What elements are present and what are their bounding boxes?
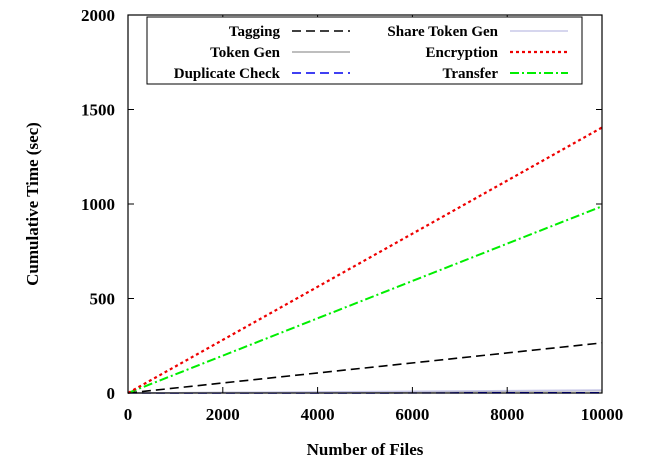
- x-axis-label: Number of Files: [307, 440, 424, 459]
- y-tick-label: 1500: [81, 101, 115, 120]
- legend-label-share-token-gen: Share Token Gen: [387, 24, 498, 40]
- y-tick-label: 500: [90, 290, 116, 309]
- x-tick-label: 2000: [206, 405, 240, 424]
- legend-label-duplicate-check: Duplicate Check: [174, 66, 281, 82]
- y-tick-label: 1000: [81, 195, 115, 214]
- x-tick-label: 10000: [581, 405, 624, 424]
- x-tick-label: 8000: [490, 405, 524, 424]
- series-lines: [127, 126, 603, 394]
- y-axis-label: Cumulative Time (sec): [23, 122, 42, 286]
- y-tick-label: 0: [107, 384, 116, 403]
- legend-box: [146, 16, 583, 85]
- legend-label-encryption: Encryption: [425, 45, 498, 61]
- x-tick-label: 6000: [395, 405, 429, 424]
- series-line-encryption: [127, 126, 603, 394]
- legend-label-token-gen: Token Gen: [210, 45, 281, 61]
- series-line-tagging: [127, 342, 603, 394]
- axis-ticks: 0 2000 4000 6000 8000 10000 0 500 1000 1500 2000: [81, 6, 623, 424]
- x-tick-label: 4000: [301, 405, 335, 424]
- legend-label-transfer: Transfer: [442, 66, 498, 82]
- legend: Tagging Token Gen Duplicate Check Share Tok…: [146, 16, 583, 85]
- series-line-transfer: [127, 205, 603, 394]
- legend-label-tagging: Tagging: [229, 24, 281, 40]
- y-tick-label: 2000: [81, 6, 115, 25]
- x-tick-label: 0: [124, 405, 133, 424]
